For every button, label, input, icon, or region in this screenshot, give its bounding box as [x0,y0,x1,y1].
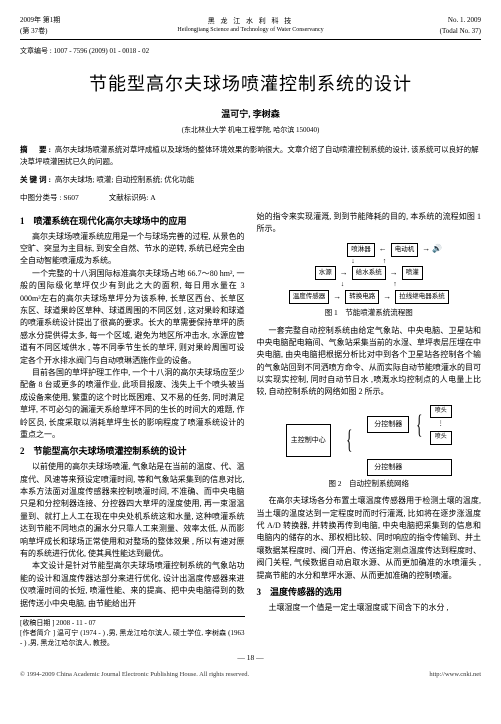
publisher-footer: © 1994-2009 China Academic Journal Elect… [20,670,481,680]
abstract-label: 摘 要: [20,145,53,154]
figure-1-caption: 图 1 节能喷灌系统流程图 [257,307,482,319]
section-1-title: 1 喷灌系统在现代化高尔夫球场中的应用 [20,215,245,229]
section-3-title: 3 温度传感器的选用 [257,586,482,600]
nozzle-box: 喷头 [430,405,452,418]
para-l1: 高尔夫球场喷灌系统应用是一个与球场完善的过程, 从景色的空旷、突显为主目标, 到… [20,231,245,268]
header-center: 黑 龙 江 水 利 科 技 Heilongjiang Science and T… [177,16,323,36]
arrow-icon: → 🔊 [422,243,442,255]
journal-name-en: Heilongjiang Science and Technology of W… [177,26,323,35]
flow-box: 拉线继电器系统 [395,290,449,304]
nozzle-box: 喷头 [430,431,452,444]
para-r2: 一套完整自动控制系统由给定气象站、中央电脑、卫星站和中央电脑配电箱间、气象站采集… [257,325,482,399]
sub-controller-box: 分控制器 [367,459,452,476]
network-chart: 主控制中心 { 分控制器 { 喷头 ⋮ 喷头 分控制器 [257,405,482,476]
keywords-label: 关键词: [20,175,53,184]
keywords-text: 高尔夫球场; 喷灌; 自动控制系统; 优化功能 [55,175,194,184]
figure-1: 喷淋器 ← 电动机 → 🔊 ↓ ↑ 水源 → 给水系统 → 喷灌 ↓ ↑ [257,242,482,319]
arrow-icon: ↓ ↑ [341,282,397,288]
issue-no: No. 1. 2009 [381,15,481,26]
flow-box: 喷淋器 [347,243,375,257]
arrow-icon: ← [379,243,387,255]
arrow-icon: → [390,267,398,279]
para-l3: 目前各国的草坪护理工作中, 一个十八洞的高尔夫球场应至少配备 8 台或更多的喷灌… [20,367,245,441]
page-header: 2009年 第1期 (第 37卷) 黑 龙 江 水 利 科 技 Heilongj… [20,15,481,40]
body-columns: 1 喷灌系统在现代化高尔夫球场中的应用 高尔夫球场喷灌系统应用是一个与球场完善的… [20,211,481,649]
abstract: 摘 要: 高尔夫球场喷灌系统对草坪成植以及球场的整体环境效果的影响很大。文章介绍… [20,144,481,168]
article-id: 文章编号 : 1007 - 7596 (2009) 01 - 0018 - 02 [20,46,481,57]
affiliation: (东北林业大学 机电工程学院, 哈尔滨 150040) [20,125,481,136]
volume: (第 37卷) [20,26,120,37]
flow-box: 转换电路 [345,290,379,304]
right-column: 始的指令来实现灌溉, 到到节能降耗的目的, 本系统的流程如图 1 所示。 喷淋器… [257,211,482,649]
footnote-received: [收稿日期 ] 2008 - 11 - 07 [20,619,245,629]
main-controller-box: 主控制中心 [286,424,331,457]
ellipsis: ⋮ [430,420,452,429]
arrow-icon: → [333,291,341,303]
arrow-icon: → [340,267,348,279]
total-no: (Todal No. 37) [381,26,481,37]
header-right: No. 1. 2009 (Todal No. 37) [381,15,481,36]
flow-box: 给水系统 [352,266,386,280]
flow-box: 温度传感器 [289,290,330,304]
para-r1: 始的指令来实现灌溉, 到到节能降耗的目的, 本系统的流程如图 1 所示。 [257,211,482,236]
flowchart-1: 喷淋器 ← 电动机 → 🔊 ↓ ↑ 水源 → 给水系统 → 喷灌 ↓ ↑ [257,242,482,305]
footnote-authors: [作者简介 ] 温可宁 (1974 - ) ,男, 黑龙江哈尔滨人, 硕士学位,… [20,629,245,649]
arrow-icon: ↓ ↑ [351,259,386,265]
left-column: 1 喷灌系统在现代化高尔夫球场中的应用 高尔夫球场喷灌系统应用是一个与球场完善的… [20,211,245,649]
section-2-title: 2 节能型高尔夫球场喷灌控制系统的设计 [20,445,245,459]
keywords: 关键词: 高尔夫球场; 喷灌; 自动控制系统; 优化功能 [20,174,481,186]
flow-box: 喷灌 [402,266,423,280]
journal-page: 2009年 第1期 (第 37卷) 黑 龙 江 水 利 科 技 Heilongj… [0,0,501,694]
sub-controller-box: 分控制器 [367,416,409,433]
para-l2: 一个完整的十八洞国际标准高尔夫球场占地 66.7～80 hm², 一般的国际级化… [20,268,245,367]
para-l4: 以前使用的高尔夫球场喷灌, 气象站是在当前的温度、代、温度代、风速等来预设定喷灌… [20,461,245,560]
bracket-icon: { [346,427,352,453]
para-r3: 在高尔夫球场各分布置土壤温度传感器用于检测土壤的温度, 当土壤的温度达到一定程度… [257,495,482,582]
article-title: 节能型高尔夫球场喷灌控制系统的设计 [20,71,481,98]
header-left: 2009年 第1期 (第 37卷) [20,15,120,36]
para-r4: 土壤湿度一个值是一定土壤湿度或下间含下的水分 , [257,602,482,614]
authors: 温可宁, 李树森 [20,108,481,122]
flow-box: 水源 [315,266,336,280]
figure-2: 主控制中心 { 分控制器 { 喷头 ⋮ 喷头 分控制器 [257,405,482,489]
url-text: http://www.cnki.net [429,670,481,680]
bracket-icon: { [416,412,422,438]
page-number: — 18 — [20,652,481,663]
journal-name-cn: 黑 龙 江 水 利 科 技 [208,17,294,25]
arrow-icon: → [383,291,391,303]
footnote-divider [20,616,245,617]
para-l5: 本文设计是针对节能型高尔夫球场喷灌控制系统的气象站功能的设计和温度传器达部分来进… [20,560,245,610]
classification: 中图分类号 : S607 文献标识码: A [20,192,481,203]
copyright-text: © 1994-2009 China Academic Journal Elect… [20,670,249,680]
flow-box: 电动机 [391,243,419,257]
year-issue: 2009年 第1期 [20,15,120,26]
figure-2-caption: 图 2 自动控制系统网络 [257,478,482,490]
abstract-text: 高尔夫球场喷灌系统对草坪成植以及球场的整体环境效果的影响很大。文章介绍了自动喷灌… [20,145,479,166]
